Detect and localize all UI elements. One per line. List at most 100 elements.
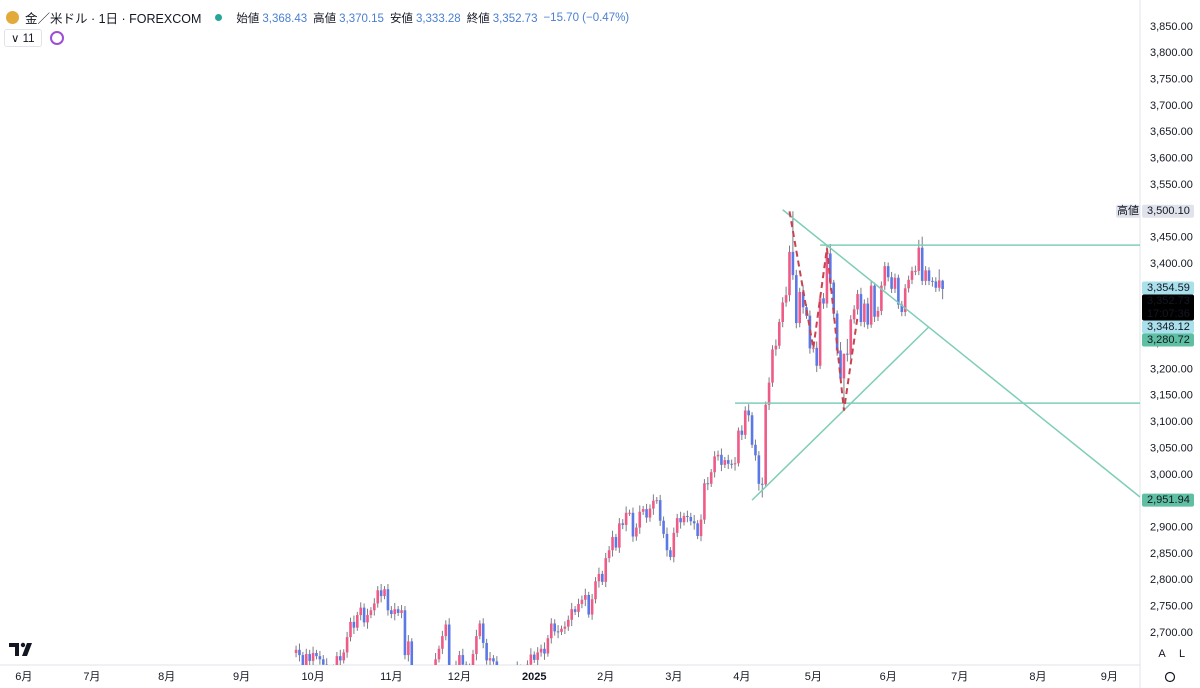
candle-body bbox=[713, 456, 716, 473]
price-change: −15.70 (−0.47%) bbox=[543, 11, 630, 24]
trend-line bbox=[751, 326, 930, 501]
candle-body bbox=[692, 521, 696, 524]
candle-body bbox=[873, 285, 876, 317]
y-tick-label: 3,700.00 bbox=[1150, 100, 1193, 112]
scale-button[interactable]: A bbox=[1158, 648, 1166, 660]
refresh-icon[interactable] bbox=[49, 31, 64, 45]
candle-body bbox=[335, 656, 339, 665]
candle-body bbox=[784, 295, 788, 303]
candle-body bbox=[383, 589, 386, 597]
candle-body bbox=[920, 247, 924, 281]
market-status bbox=[215, 14, 223, 21]
candle-body bbox=[730, 463, 733, 465]
candle-body bbox=[669, 550, 672, 558]
candle-body bbox=[652, 500, 655, 509]
candle-body bbox=[475, 636, 478, 655]
candle-body bbox=[801, 291, 805, 308]
candle-body bbox=[338, 656, 342, 661]
candle-body bbox=[441, 636, 444, 649]
candle-body bbox=[532, 654, 536, 660]
y-tick-label: 3,800.00 bbox=[1150, 47, 1193, 59]
candle-body bbox=[471, 654, 475, 665]
candle-body bbox=[509, 675, 512, 680]
symbol-title: 金／米ドル · 1日 · FOREXCOM bbox=[25, 12, 202, 26]
y-tick-label: 3,400.00 bbox=[1150, 258, 1193, 270]
candle-body bbox=[311, 652, 315, 661]
scale-button[interactable]: L bbox=[1179, 648, 1185, 660]
candle-body bbox=[846, 353, 849, 355]
candle-body bbox=[641, 509, 645, 512]
candle-body bbox=[308, 654, 311, 661]
indicator-toggle[interactable]: ∨ 11 bbox=[4, 29, 42, 47]
candle-body bbox=[696, 523, 699, 536]
y-tick-label: 3,550.00 bbox=[1150, 179, 1193, 191]
trend-line bbox=[788, 211, 859, 411]
candle-body bbox=[359, 607, 363, 616]
candle-body bbox=[747, 410, 750, 416]
candle-body bbox=[584, 595, 587, 600]
candle-body bbox=[815, 347, 819, 366]
candle-body bbox=[852, 309, 856, 320]
candle-body bbox=[917, 247, 921, 271]
settings-icon[interactable] bbox=[1164, 671, 1176, 683]
x-tick-label: 7月 bbox=[83, 671, 100, 683]
candle-body bbox=[396, 609, 400, 613]
candle-body bbox=[447, 624, 451, 665]
candle-body bbox=[461, 655, 465, 665]
candle-body bbox=[934, 281, 938, 288]
candle-body bbox=[760, 483, 764, 485]
y-tick-label: 3,050.00 bbox=[1150, 442, 1193, 454]
candle-body bbox=[774, 345, 778, 350]
candle-body bbox=[577, 603, 580, 612]
candle-body bbox=[835, 313, 839, 351]
candle-body bbox=[529, 654, 533, 665]
symbol-header: 金／米ドル · 1日 · FOREXCOM 始値 3,368.43 高値 3,370.… bbox=[6, 8, 629, 27]
candle-body bbox=[621, 523, 625, 525]
candle-body bbox=[601, 573, 604, 582]
candle-body bbox=[757, 455, 761, 484]
candle-body bbox=[662, 520, 665, 534]
candle-body bbox=[342, 652, 346, 661]
candle-body bbox=[941, 280, 944, 289]
x-tick-label: 10月 bbox=[301, 671, 324, 683]
candle-body bbox=[513, 677, 516, 680]
candle-body bbox=[924, 270, 927, 281]
candle-body bbox=[352, 621, 356, 628]
candle-body bbox=[699, 519, 703, 536]
candle-body bbox=[672, 532, 676, 558]
x-tick-label: 4月 bbox=[733, 671, 750, 683]
candle-body bbox=[434, 659, 437, 665]
y-tick-label: 2,850.00 bbox=[1150, 548, 1193, 560]
candle-body bbox=[566, 619, 570, 627]
candle-body bbox=[546, 638, 550, 654]
candle-body bbox=[624, 512, 628, 525]
candle-body bbox=[764, 404, 767, 485]
x-tick-label: 8月 bbox=[158, 671, 175, 683]
x-tick-label: 2月 bbox=[597, 671, 614, 683]
candle-body bbox=[859, 294, 863, 323]
candle-body bbox=[329, 677, 332, 682]
candle-body bbox=[604, 558, 608, 582]
legend-value: 3,333.28 bbox=[415, 12, 461, 25]
x-tick-label: 6月 bbox=[880, 671, 897, 683]
candle-body bbox=[788, 251, 791, 296]
candle-body bbox=[726, 460, 730, 464]
candle-body bbox=[880, 285, 883, 311]
candle-body bbox=[618, 523, 621, 548]
candle-body bbox=[737, 430, 740, 464]
candle-body bbox=[767, 382, 771, 405]
candle-body bbox=[937, 280, 941, 288]
candle-body bbox=[638, 511, 642, 528]
y-tick-label: 3,150.00 bbox=[1150, 390, 1193, 402]
candle-body bbox=[910, 270, 914, 280]
y-tick-label: 2,800.00 bbox=[1150, 574, 1193, 586]
candle-body bbox=[863, 303, 866, 323]
candle-body bbox=[506, 675, 509, 688]
candle-body bbox=[373, 603, 376, 611]
candle-body bbox=[832, 282, 836, 314]
candle-body bbox=[376, 590, 380, 604]
candle-body bbox=[345, 637, 349, 653]
candle-body bbox=[849, 319, 853, 355]
x-tick-label: 9月 bbox=[233, 671, 250, 683]
